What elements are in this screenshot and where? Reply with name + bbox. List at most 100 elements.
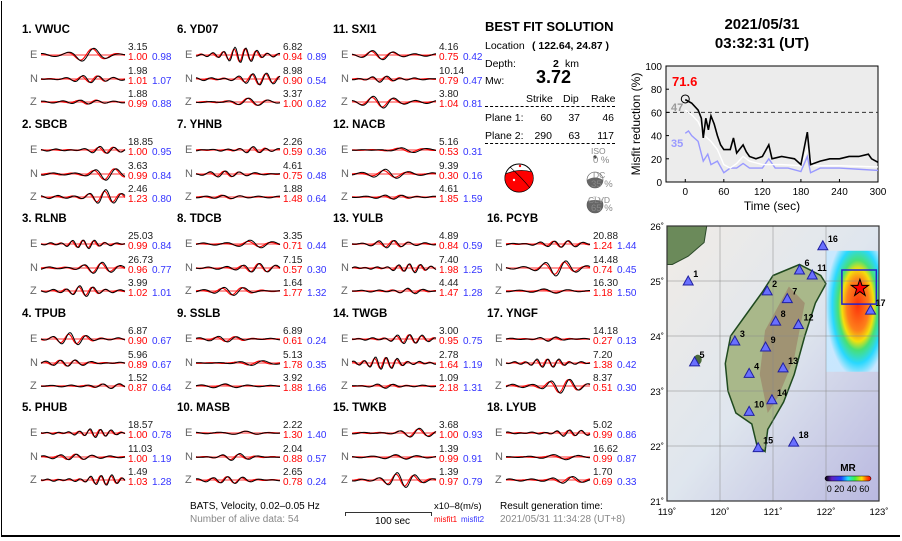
misfit2-value: 0.44 [307,241,327,252]
waveform-trace [351,334,437,345]
plane-strike: 290 [534,130,552,142]
station-title: 13. YULB [333,213,384,225]
station-block: 16. PCYB E 20.88 1.24 1.44 N 14.48 0.74 0.… [487,213,637,305]
misfit2-value: 1.28 [152,477,172,488]
y-axis-label: Misfit reduction (%) [629,73,643,176]
observed-waveform [505,429,591,437]
component-row-e: E 3.68 1.00 0.93 [333,420,483,444]
station-title: 5. PHUB [22,402,68,414]
station-block: 2. SBCB E 18.85 1.00 0.95 N 3.63 0.99 0.84… [22,119,172,211]
component-label: N [495,450,503,463]
station-triangle-icon [792,318,805,329]
misfit1-value: 1.00 [128,147,148,158]
station-title: 10. MASB [177,402,231,414]
misfit2-value: 0.24 [307,336,327,347]
waveform-trace [40,474,126,486]
misfit1-value: 0.57 [283,264,303,276]
misfit2-value: 0.98 [152,52,172,63]
component-label: Z [30,285,37,297]
epicenter-star-icon [849,277,870,297]
station-title: 16. PCYB [487,213,539,225]
clvd-value: 65 % [591,203,613,214]
misfit2-value: 0.42 [463,52,483,63]
y-tick-label: 20 [651,155,663,166]
component-label: Z [30,191,37,203]
observed-waveform [351,472,437,489]
max-amplitude: 16.30 [593,278,619,289]
max-amplitude: 3.63 [128,160,148,172]
station-number: 9 [771,335,776,345]
station-triangle-icon [787,436,800,447]
misfit1-value: 1.00 [128,453,148,465]
y-tick-label: 60 [651,108,663,119]
max-amplitude: 6.89 [283,326,303,337]
misfit1-value: 1.02 [128,288,148,299]
mw-value: 3.72 [536,67,572,87]
misfit1-value: 0.87 [128,383,148,394]
depth-label: Depth: [485,58,516,70]
misfit1-value: 1.24 [593,241,613,252]
observed-waveform [195,383,281,389]
y-tick-label: 40 [651,132,663,143]
component-row-z: Z 3.99 1.02 1.01 [22,278,172,302]
station-block: 4. TPUB E 6.87 0.90 0.67 N 5.96 0.89 0.67 Z… [22,308,172,400]
waveform-trace [40,189,126,204]
max-amplitude: 25.03 [128,231,154,242]
time-scale-bar [345,512,432,516]
mw-label: Mw: [485,75,505,87]
misfit2-value: 0.86 [617,430,637,441]
component-label: N [341,261,349,274]
station-number: 7 [792,287,797,297]
component-row-n: N 1.39 0.99 0.91 [333,444,483,468]
station-block: 10. MASB E 2.22 1.30 1.40 N 2.04 0.88 0.57… [177,402,327,494]
component-row-e: E 6.87 0.90 0.67 [22,326,172,350]
misfit1-value: 0.89 [128,359,148,371]
component-row-n: N 8.98 0.90 0.54 [177,66,327,90]
station-block: 6. YD07 E 6.82 0.94 0.89 N 8.98 0.90 0.54 Z… [177,24,327,116]
waveform-trace [505,240,591,248]
max-amplitude: 5.16 [439,137,459,148]
misfit1-value: 1.00 [128,430,148,441]
observed-waveform [351,262,437,273]
lat-tick-label: 25˚ [650,277,664,288]
station-block: 18. LYUB E 5.02 0.99 0.86 N 16.62 0.99 0.8… [487,402,637,494]
station-triangle-icon [793,263,806,275]
component-label: Z [495,285,502,297]
misfit2-value: 0.24 [307,477,327,488]
component-row-e: E 4.16 0.75 0.42 [333,42,483,66]
misfit2-value: 1.50 [617,288,637,299]
observed-waveform [195,430,281,435]
max-amplitude: 26.73 [128,254,154,266]
component-label: Z [341,380,348,392]
component-row-e: E 6.82 0.94 0.89 [177,42,327,66]
component-label: E [495,238,503,250]
observed-waveform [352,147,437,153]
component-label: E [341,144,349,156]
waveform-trace [351,262,437,273]
station-triangle-icon [781,292,794,304]
observed-waveform [41,383,126,390]
waveform-trace [505,378,591,394]
station-number: 12 [803,312,813,322]
waveform-trace [195,72,281,85]
misfit1-value: 0.27 [593,336,613,347]
component-label: N [341,450,349,463]
lon-tick-label: 120˚ [710,507,729,518]
waveform-trace [40,239,126,250]
max-amplitude: 18.85 [128,137,154,148]
x-tick-label: 300 [870,187,887,198]
max-amplitude: 6.82 [283,42,303,53]
plane-dip: 37 [568,112,580,124]
misfit-series [684,98,879,167]
observed-waveform [195,239,281,249]
station-number: 8 [781,309,786,319]
component-label: Z [30,96,37,108]
central-mountains [759,286,805,413]
component-label: Z [30,474,37,486]
waveform-trace [505,336,591,342]
max-amplitude: 2.46 [128,184,148,195]
misfit1-value: 1.88 [283,383,303,394]
misfit2-value: 1.31 [463,383,483,394]
component-row-e: E 2.26 0.59 0.36 [177,137,327,161]
component-row-z: Z 2.65 0.78 0.24 [177,467,327,491]
